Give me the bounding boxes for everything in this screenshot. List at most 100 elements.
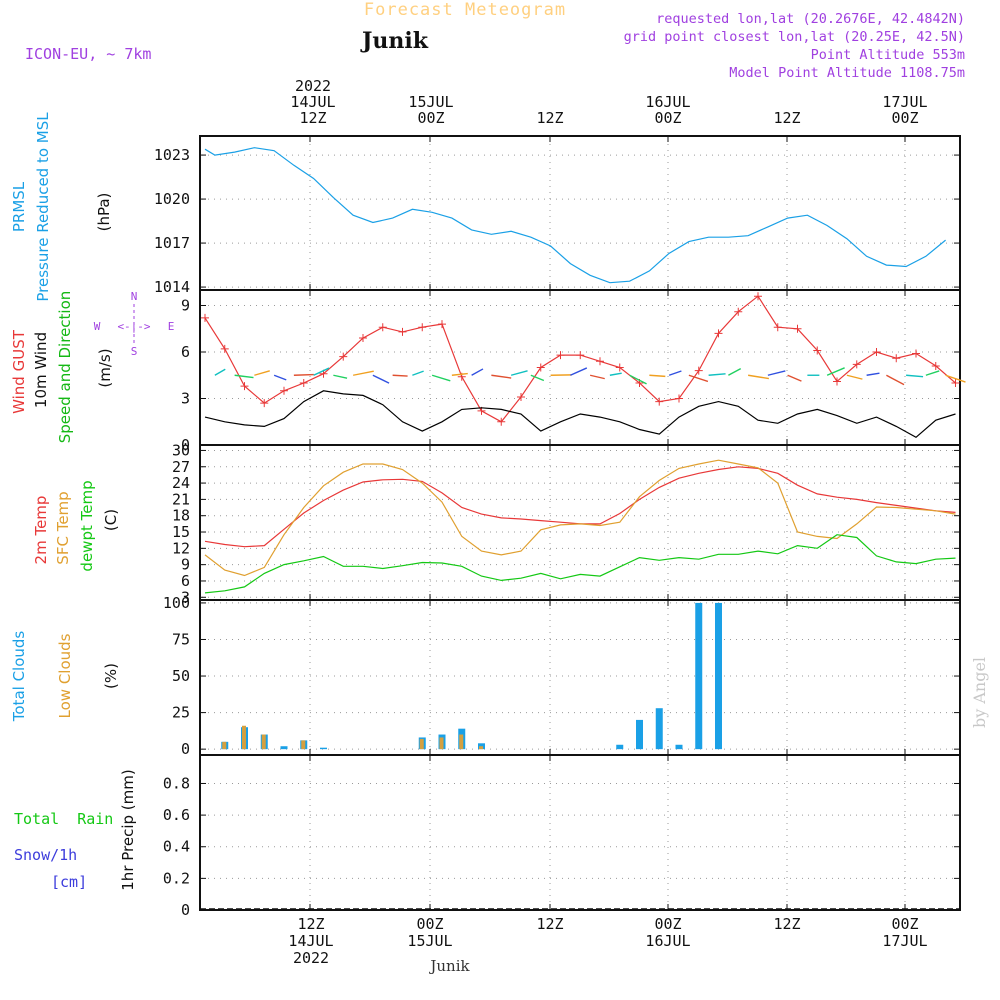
bottom-time-label: 12Z 14JUL 2022 <box>288 915 333 967</box>
grid-lines <box>202 447 958 598</box>
gust-marker <box>615 363 624 372</box>
wind-direction-arrow <box>313 367 330 376</box>
y-tick-label: 0 <box>181 436 190 454</box>
snow-unit-label: [cm] <box>51 873 87 891</box>
gust-marker <box>201 313 209 322</box>
top-time-label: 2022 14JUL 12Z <box>290 77 335 127</box>
gust-marker <box>951 379 960 387</box>
wind-direction-arrow <box>708 373 726 376</box>
gust-marker <box>536 363 545 372</box>
y-tick-label: 1014 <box>154 278 190 296</box>
panel-frame <box>199 444 961 601</box>
compass-rose: N S W E <-|-> <box>94 290 175 358</box>
gust-marker <box>813 346 822 355</box>
panels: 1014101710201023036936912151821242730025… <box>154 135 966 919</box>
gust-marker <box>754 292 762 301</box>
gust-marker <box>339 352 348 361</box>
series-line-10m-wind <box>204 390 956 439</box>
wind-direction-arrow <box>688 374 709 383</box>
gust-marker <box>892 354 901 363</box>
gridpoint-coords: grid point closest lon,lat (20.25E, 42.5… <box>624 29 965 45</box>
low-cloud-bar <box>439 737 444 750</box>
bottom-time-label: 00Z 15JUL <box>407 915 452 950</box>
total-cloud-label: Total Clouds <box>10 631 28 723</box>
footer-location: Junik <box>428 957 470 975</box>
wind-direction-arrow <box>748 374 769 380</box>
y-tick-label: 0 <box>181 740 190 758</box>
panel-clouds: 0 25 50 75 100 <box>163 594 961 758</box>
gust-marker <box>378 323 387 332</box>
wind-panel-labels: Wind GUST 10m Wind Speed and Direction (… <box>10 290 174 443</box>
wind-direction-arrow <box>589 374 605 380</box>
top-time-label: 12Z <box>536 109 563 127</box>
gust-marker <box>714 329 723 338</box>
wind-label: 10m Wind <box>32 332 50 408</box>
wind-direction-arrow <box>471 368 484 376</box>
bottom-time-label: 00Z 16JUL <box>645 915 690 950</box>
gust-marker <box>556 351 565 360</box>
panel-precip: 0 0.2 0.4 0.6 0.8 <box>163 754 961 919</box>
pressure-unit: (hPa) <box>95 193 113 232</box>
wind-direction-arrow <box>510 370 528 376</box>
wind-direction-arrow <box>333 374 348 379</box>
bottom-time-label: 12Z <box>536 915 563 933</box>
total-cloud-bar <box>715 602 722 750</box>
panel-frame <box>199 289 961 446</box>
wind-direction-arrow <box>609 372 622 376</box>
gust-marker <box>912 349 920 358</box>
y-tick-label: 21 <box>172 490 190 508</box>
gust-marker <box>931 361 940 370</box>
gust-marker <box>833 377 841 386</box>
wind-direction-arrow <box>886 374 905 386</box>
series-line-dewpt-temp <box>204 534 956 594</box>
bottom-time-label: 00Z 17JUL <box>882 915 927 950</box>
low-cloud-bar <box>459 734 464 750</box>
panel-frame <box>199 754 961 911</box>
y-tick-label: 9 <box>181 297 190 315</box>
grid-lines <box>202 757 958 911</box>
wind-direction-arrow <box>273 374 287 381</box>
wind-direction-arrow <box>925 370 940 376</box>
wind-direction-arrow <box>629 374 647 385</box>
compass-s: S <box>131 345 138 358</box>
y-tick-label: 100 <box>163 594 190 612</box>
y-tick-label: 15 <box>172 523 190 541</box>
wind-direction-arrow <box>412 370 424 376</box>
gust-label: Wind GUST <box>10 329 28 414</box>
compass-arrows: <-|-> <box>117 320 150 333</box>
gust-marker <box>576 351 585 360</box>
compass-w: W <box>94 320 101 333</box>
wind-direction-arrow <box>530 374 545 382</box>
top-time-label: 16JUL 00Z <box>645 93 690 127</box>
wind-direction-arrow <box>352 370 374 376</box>
wind-direction-arrow <box>846 374 863 380</box>
low-cloud-bar <box>261 734 266 750</box>
total-cloud-bar <box>320 747 327 750</box>
wind-direction-arrow <box>826 367 845 376</box>
wind-direction-arrow <box>787 374 802 382</box>
total-cloud-bar <box>616 744 624 750</box>
panel-wind: 0 3 6 9 <box>181 289 966 454</box>
dewpt-label: dewpt Temp <box>78 480 96 571</box>
wind-direction-arrow <box>372 374 390 384</box>
y-tick-label: 1023 <box>154 146 190 164</box>
wind-direction-arrow <box>214 368 226 376</box>
sfc-temp-label: SFC Temp <box>54 491 72 564</box>
bottom-time-label: 12Z <box>773 915 800 933</box>
grid-lines <box>202 602 958 753</box>
wind-direction-arrow <box>649 374 666 378</box>
gust-marker <box>517 392 525 401</box>
low-cloud-bar <box>222 741 227 750</box>
cloud-unit: (%) <box>102 663 120 689</box>
gust-marker <box>280 386 288 395</box>
low-cloud-bar <box>242 725 246 750</box>
low-cloud-bar <box>419 738 424 750</box>
top-time-label: 12Z <box>773 109 800 127</box>
location-title: Junik <box>360 28 429 54</box>
point-altitude: Point Altitude 553m <box>811 47 965 63</box>
temp-unit: (C) <box>102 509 120 531</box>
precip-panel-labels: 1hr Precip (mm) Total Rain Snow/1h [cm] <box>14 769 137 891</box>
pressure-msl-label: Pressure Reduced to MSL <box>34 112 52 302</box>
